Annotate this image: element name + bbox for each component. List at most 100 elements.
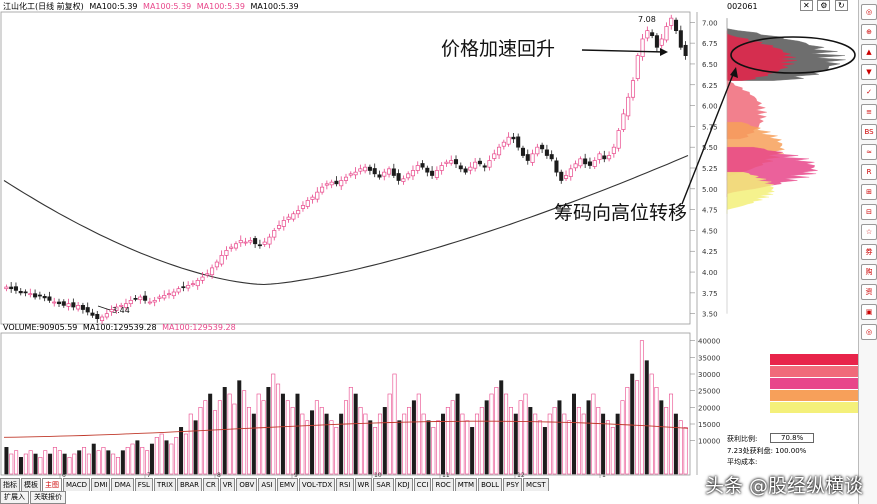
volume-bar: [513, 413, 518, 475]
indicator-tab[interactable]: MCST: [523, 478, 549, 491]
toolbar-button[interactable]: ▣: [861, 304, 877, 320]
candle-body: [66, 303, 71, 307]
volume-bar: [450, 400, 455, 475]
indicator-tab[interactable]: KDJ: [394, 478, 413, 491]
volume-bar: [183, 433, 188, 475]
candle-body: [516, 136, 521, 148]
candle-body: [47, 296, 52, 301]
volume-bar: [57, 450, 62, 475]
indicator-tab[interactable]: 模板: [21, 478, 41, 491]
volume-bar: [14, 450, 19, 475]
indicator-tab[interactable]: FSL: [134, 478, 153, 491]
candle-body: [683, 44, 688, 56]
toolbar-button[interactable]: ≡: [861, 104, 877, 120]
indicator-tab[interactable]: ROC: [432, 478, 454, 491]
volume-bar: [52, 447, 57, 475]
toolbar-button[interactable]: 购: [861, 264, 877, 280]
volume-bar: [106, 450, 111, 475]
volume-bar: [48, 453, 53, 475]
candle-body: [583, 158, 588, 165]
toolbar-button[interactable]: ⊞: [861, 184, 877, 200]
volume-bar: [261, 400, 266, 475]
toolbar-button[interactable]: ◎: [861, 324, 877, 340]
indicator-tab[interactable]: WR: [354, 478, 373, 491]
price-tick-label: 7.00: [702, 19, 718, 27]
indicator-tab[interactable]: BOLL: [478, 478, 503, 491]
toolbar-button[interactable]: ☆: [861, 224, 877, 240]
indicator-tab[interactable]: ASI: [258, 478, 276, 491]
chip-distribution-layer: [726, 18, 846, 314]
volume-bar: [145, 450, 150, 475]
toolbar-button[interactable]: R: [861, 164, 877, 180]
candle-body: [396, 173, 401, 181]
indicator-tab[interactable]: DMI: [90, 478, 111, 491]
high-price-label: 7.08: [638, 15, 656, 24]
toolbar-button[interactable]: ✓: [861, 84, 877, 100]
indicator-tab[interactable]: VR: [219, 478, 236, 491]
volume-bar: [431, 427, 436, 475]
volume-bar: [217, 400, 222, 475]
toolbar-button[interactable]: 资: [861, 284, 877, 300]
ma-item-2: MA100:5.39: [143, 2, 192, 11]
volume-bar: [174, 437, 179, 475]
toolbar-button[interactable]: ⊕: [861, 24, 877, 40]
price-tick-label: 6.50: [702, 61, 718, 69]
toolbar-button[interactable]: ⊟: [861, 204, 877, 220]
toolbar-button[interactable]: 券: [861, 244, 877, 260]
volume-bar: [460, 413, 465, 475]
candle-body: [602, 155, 607, 160]
volume-bar: [523, 393, 528, 475]
candle-body: [434, 170, 439, 178]
candle-body: [358, 168, 363, 172]
indicator-tab[interactable]: CCI: [413, 478, 432, 491]
price-tick-label: 5.00: [702, 186, 718, 194]
indicator-tab[interactable]: BRAR: [176, 478, 202, 491]
indicator-tab[interactable]: EMV: [276, 478, 298, 491]
volume-bar: [397, 420, 402, 475]
indicator-tab[interactable]: SAR: [373, 478, 394, 491]
volume-bar: [43, 450, 48, 475]
indicator-tab[interactable]: 主图: [42, 478, 62, 491]
toolbar-button[interactable]: ▲: [861, 44, 877, 60]
volume-bar: [489, 393, 494, 475]
volume-bar: [533, 413, 538, 475]
panel-refresh-icon[interactable]: ↻: [834, 0, 848, 11]
volume-bar: [465, 420, 470, 475]
ma-item-3: MA100:5.39: [196, 2, 245, 11]
low-price-arrow: [97, 305, 111, 311]
candle-body: [506, 136, 511, 145]
bottom-tab[interactable]: 扩展入: [0, 491, 29, 504]
bottom-tab[interactable]: 关联报价: [30, 491, 66, 504]
indicator-tab[interactable]: DMA: [111, 478, 134, 491]
toolbar-button[interactable]: ≈: [861, 144, 877, 160]
toolbar-button[interactable]: ▼: [861, 64, 877, 80]
toolbar-button[interactable]: BS: [861, 124, 877, 140]
indicator-tab[interactable]: OBV: [236, 478, 258, 491]
arrow-price-accel-head: [660, 48, 668, 56]
indicator-tab[interactable]: VOL-TDX: [298, 478, 336, 491]
indicator-tab[interactable]: CR: [203, 478, 219, 491]
toolbar-button[interactable]: ◎: [861, 4, 877, 20]
volume-bar: [96, 450, 101, 475]
volume-bar: [203, 400, 208, 475]
panel-settings-icon[interactable]: ⚙: [817, 0, 831, 11]
panel-close-icon[interactable]: ✕: [800, 0, 813, 11]
indicator-tab[interactable]: RSI: [336, 478, 354, 491]
volume-bar: [232, 403, 237, 475]
x-tick-label: 6: [62, 472, 66, 479]
indicator-tab[interactable]: MTM: [454, 478, 478, 491]
candle-body: [200, 276, 205, 281]
indicator-tab[interactable]: 指标: [0, 478, 20, 491]
candle-body: [210, 267, 215, 276]
volume-bar: [649, 373, 654, 475]
indicator-tab[interactable]: PSY: [503, 478, 523, 491]
volume-bar: [635, 380, 640, 475]
indicator-tab[interactable]: TRIX: [153, 478, 176, 491]
volume-tick-label: 30000: [698, 371, 720, 379]
candle-body: [664, 26, 669, 41]
price-tick-label: 4.00: [702, 269, 718, 277]
candle-body: [674, 19, 679, 31]
candle-body: [348, 173, 353, 176]
indicator-tab[interactable]: MACD: [63, 478, 90, 491]
